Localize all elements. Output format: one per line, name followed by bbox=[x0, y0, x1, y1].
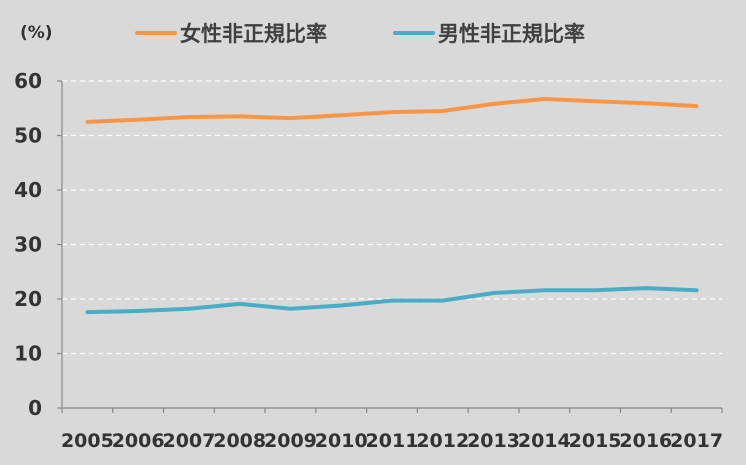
x-tick-2017: 2017 bbox=[670, 430, 723, 452]
x-tick-2009: 2009 bbox=[264, 430, 317, 452]
y-tick-50: 50 bbox=[14, 124, 42, 148]
y-tick-10: 10 bbox=[14, 342, 42, 366]
x-tick-2015: 2015 bbox=[569, 430, 622, 452]
y-unit-label: (%) bbox=[20, 23, 53, 43]
x-tick-2012: 2012 bbox=[416, 430, 469, 452]
x-tick-2005: 2005 bbox=[61, 430, 114, 452]
series-lines bbox=[85, 97, 699, 315]
y-tick-20: 20 bbox=[14, 287, 42, 311]
gridlines bbox=[62, 80, 722, 355]
y-tick-labels: 0 10 20 30 40 50 60 bbox=[14, 69, 42, 420]
y-tick-60: 60 bbox=[14, 69, 42, 93]
x-tick-labels: 2005200620072008200920102011201220132014… bbox=[61, 430, 723, 452]
series-line-2 bbox=[85, 286, 699, 315]
x-tick-2016: 2016 bbox=[619, 430, 672, 452]
y-tick-40: 40 bbox=[14, 178, 42, 202]
y-tick-30: 30 bbox=[14, 233, 42, 257]
legend-label-2: 男性非正規比率 bbox=[438, 22, 585, 46]
series-line-1 bbox=[85, 97, 699, 124]
x-tick-2007: 2007 bbox=[162, 430, 215, 452]
legend-label-1: 女性非正規比率 bbox=[180, 22, 327, 46]
x-tick-2006: 2006 bbox=[112, 430, 165, 452]
x-tick-2013: 2013 bbox=[467, 430, 520, 452]
x-tick-2014: 2014 bbox=[518, 430, 571, 452]
x-tick-2011: 2011 bbox=[366, 430, 419, 452]
x-tick-2008: 2008 bbox=[213, 430, 266, 452]
x-tick-2010: 2010 bbox=[315, 430, 368, 452]
legend: 女性非正規比率 男性非正規比率 bbox=[135, 22, 585, 46]
y-tick-0: 0 bbox=[28, 396, 42, 420]
axes bbox=[57, 80, 723, 413]
